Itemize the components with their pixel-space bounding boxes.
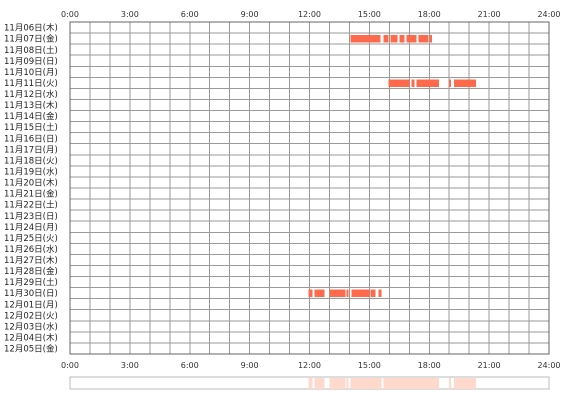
row-label: 11月15日(土)	[4, 122, 58, 133]
activity-segment	[418, 35, 429, 43]
x-tick-label-bottom: 24:00	[537, 361, 560, 370]
row-label: 11月07日(金)	[4, 34, 58, 45]
row-label: 11月29日(土)	[4, 277, 58, 288]
x-tick-label-top: 21:00	[478, 10, 501, 19]
x-tick-label-bottom: 3:00	[121, 361, 139, 370]
x-tick-label-top: 12:00	[298, 10, 321, 19]
row-label: 11月12日(水)	[4, 89, 58, 100]
row-label: 11月08日(土)	[4, 45, 58, 56]
x-tick-label-top: 6:00	[181, 10, 199, 19]
summary-segment	[383, 378, 389, 389]
row-label: 11月23日(日)	[4, 212, 58, 222]
row-label: 11月25日(火)	[4, 234, 58, 244]
grid	[69, 21, 550, 355]
row-label: 11月19日(水)	[4, 166, 58, 177]
activity-segment	[383, 35, 389, 43]
x-tick-label-top: 24:00	[537, 10, 560, 19]
activity-segment	[346, 289, 349, 298]
row-label: 11月30日(日)	[4, 289, 58, 299]
x-tick-label-bottom: 9:00	[241, 361, 259, 370]
plot-frame	[69, 21, 550, 355]
top-axis-ticks: 0:00 3:00 6:00 9:00 12:00 15:00 18:00 21:00 24:0…	[61, 10, 561, 19]
summary-segment	[351, 378, 370, 389]
row-label: 11月17日(月)	[4, 145, 58, 155]
row-label: 12月04日(木)	[4, 332, 58, 343]
activity-segment	[329, 289, 346, 298]
row-label: 11月13日(木)	[4, 100, 58, 111]
row-label: 12月01日(月)	[4, 300, 58, 310]
x-tick-label-bottom: 0:00	[61, 361, 79, 370]
row-label: 11月14日(金)	[4, 111, 58, 122]
activity-segment	[314, 289, 325, 298]
row-label: 12月03日(水)	[4, 321, 58, 332]
activity-segment	[370, 289, 376, 298]
x-tick-label-bottom: 6:00	[181, 361, 199, 370]
x-tick-label-top: 9:00	[241, 10, 259, 19]
activity-segment	[430, 35, 433, 43]
activity-segments	[308, 35, 477, 298]
activity-segment	[351, 289, 370, 298]
row-label: 11月09日(日)	[4, 57, 58, 67]
row-labels: 11月06日(木)11月07日(金)11月08日(土)11月09日(日)11月1…	[4, 23, 58, 355]
row-label: 11月06日(木)	[4, 23, 58, 34]
summary-segment	[308, 378, 313, 389]
activity-segment	[350, 35, 381, 43]
row-label: 12月02日(火)	[4, 311, 58, 321]
row-label: 11月27日(木)	[4, 255, 58, 266]
row-label: 11月28日(金)	[4, 266, 58, 277]
activity-segment	[308, 289, 313, 298]
summary-segment	[314, 378, 325, 389]
row-label: 11月26日(水)	[4, 244, 58, 255]
row-label: 11月16日(日)	[4, 134, 58, 144]
activity-segment	[416, 79, 440, 87]
summary-segment	[378, 378, 382, 389]
activity-segment	[406, 35, 417, 43]
x-tick-label-top: 0:00	[61, 10, 79, 19]
summary-segment	[370, 378, 376, 389]
summary-segment	[406, 378, 417, 389]
x-tick-label-bottom: 12:00	[298, 361, 321, 370]
bottom-axis-ticks: 0:00 3:00 6:00 9:00 12:00 15:00 18:00 21:00 24:0…	[61, 361, 561, 370]
row-label: 11月11日(火)	[4, 79, 58, 89]
row-label: 11月20日(木)	[4, 178, 58, 189]
activity-segment	[388, 79, 410, 87]
summary-segment	[388, 378, 410, 389]
summary-segment	[346, 378, 349, 389]
activity-segment	[399, 35, 405, 43]
x-tick-label-top: 15:00	[358, 10, 381, 19]
activity-segment	[390, 35, 398, 43]
x-tick-label-bottom: 18:00	[418, 361, 441, 370]
row-label: 11月21日(金)	[4, 189, 58, 200]
x-tick-label-top: 3:00	[121, 10, 139, 19]
activity-segment	[411, 79, 415, 87]
summary-segment	[411, 378, 415, 389]
summary-segment	[416, 378, 440, 389]
row-label: 11月24日(月)	[4, 223, 58, 233]
row-label: 11月18日(火)	[4, 156, 58, 166]
x-tick-label-top: 18:00	[418, 10, 441, 19]
activity-segment	[449, 79, 452, 87]
activity-segment	[378, 289, 382, 298]
summary-segment	[449, 378, 452, 389]
summary-strip	[69, 376, 550, 390]
row-label: 11月10日(月)	[4, 68, 58, 78]
x-tick-label-bottom: 15:00	[358, 361, 381, 370]
summary-segment	[454, 378, 477, 389]
row-label: 12月05日(金)	[4, 344, 58, 355]
summary-segment	[329, 378, 346, 389]
activity-segment	[454, 79, 477, 87]
row-label: 11月22日(土)	[4, 200, 58, 211]
x-tick-label-bottom: 21:00	[478, 361, 501, 370]
